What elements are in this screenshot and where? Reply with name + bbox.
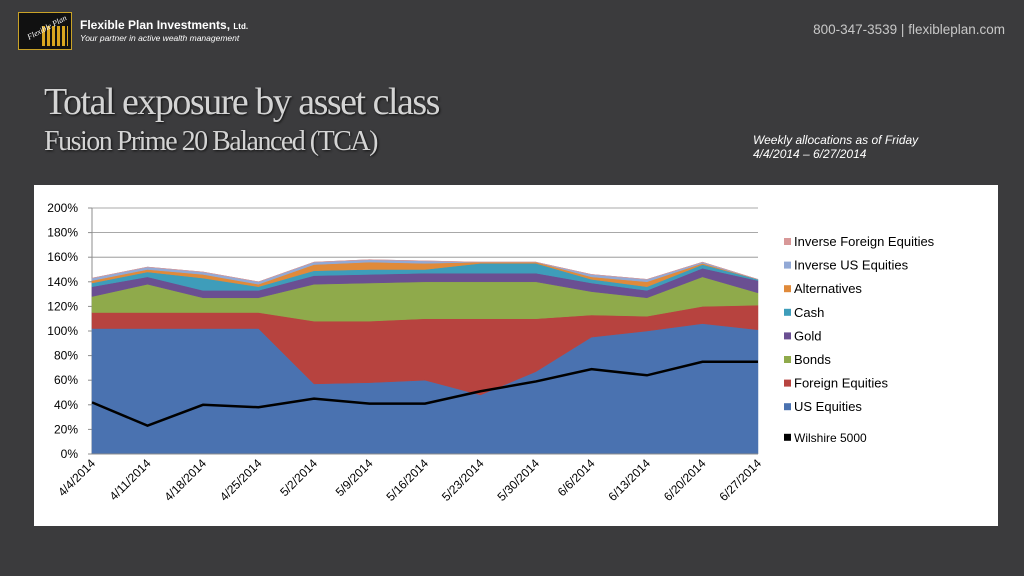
x-tick-label: 5/30/2014 (494, 456, 542, 504)
slide-title: Total exposure by asset class (44, 81, 440, 123)
legend-swatch (784, 433, 791, 441)
allocation-note-line2: 4/4/2014 – 6/27/2014 (753, 147, 867, 161)
legend-swatch (784, 356, 791, 363)
y-tick-label: 0% (61, 447, 79, 461)
legend-label: Bonds (794, 352, 831, 367)
company-tagline: Your partner in active wealth management (80, 33, 240, 43)
legend-label: Wilshire 5000 (794, 431, 867, 445)
legend-swatch (784, 403, 791, 411)
legend-label: Cash (794, 305, 824, 320)
y-tick-label: 80% (54, 349, 78, 363)
x-tick-label: 6/27/2014 (716, 456, 764, 504)
legend-swatch (784, 238, 791, 245)
y-tick-label: 40% (54, 398, 78, 412)
legend-swatch (784, 308, 791, 316)
legend-swatch (784, 261, 791, 269)
company-name: Flexible Plan Investments, Ltd. (80, 18, 248, 32)
y-tick-label: 140% (47, 275, 78, 289)
y-tick-label: 100% (47, 324, 78, 338)
y-tick-label: 20% (54, 422, 78, 436)
y-tick-label: 200% (47, 201, 78, 215)
y-tick-label: 120% (47, 299, 78, 313)
logo-grid-icon (42, 26, 68, 46)
x-tick-label: 4/4/2014 (55, 456, 98, 499)
x-tick-label: 6/20/2014 (661, 456, 709, 504)
allocation-note: Weekly allocations as of Friday 4/4/2014… (753, 133, 918, 161)
allocation-note-line1: Weekly allocations as of Friday (753, 133, 919, 147)
legend-label: US Equities (794, 399, 862, 414)
x-tick-label: 4/11/2014 (107, 456, 154, 503)
slide-subtitle: Fusion Prime 20 Balanced (TCA) (44, 126, 378, 157)
legend-swatch (784, 285, 791, 293)
area-inverse-foreign-equities (91, 259, 759, 283)
legend-label: Inverse Foreign Equities (794, 234, 935, 249)
company-suffix: Ltd. (233, 22, 249, 31)
line-wilshire-5000 (91, 360, 758, 428)
x-tick-label: 6/6/2014 (555, 456, 598, 499)
company-name-text: Flexible Plan Investments, (80, 18, 231, 32)
y-tick-label: 60% (54, 373, 78, 387)
x-tick-label: 5/9/2014 (333, 456, 376, 499)
legend-swatch (784, 332, 791, 340)
x-tick-label: 5/16/2014 (383, 456, 431, 504)
chart-panel: 0% 20% 40% 60% 80% 100% 120% 140% 160% 180% 200% 4/… (34, 185, 998, 526)
x-tick-label: 6/13/2014 (605, 456, 653, 504)
legend-label: Alternatives (794, 281, 862, 296)
legend-label: Inverse US Equities (794, 258, 909, 273)
x-tick-label: 4/18/2014 (161, 456, 209, 504)
legend-swatch (784, 379, 791, 387)
contact-info: 800-347-3539 | flexibleplan.com (813, 22, 1005, 37)
legend-label: Foreign Equities (794, 376, 888, 391)
legend-label: Gold (794, 328, 821, 343)
y-tick-label: 160% (47, 250, 78, 264)
exposure-area-chart: 0% 20% 40% 60% 80% 100% 120% 140% 160% 180% 200% 4/… (47, 201, 935, 504)
x-tick-label: 5/2/2014 (277, 456, 320, 499)
x-tick-label: 4/25/2014 (217, 456, 265, 504)
company-logo: Flexible Plan (18, 12, 72, 50)
y-tick-label: 180% (47, 226, 78, 240)
x-tick-label: 5/23/2014 (439, 456, 487, 504)
